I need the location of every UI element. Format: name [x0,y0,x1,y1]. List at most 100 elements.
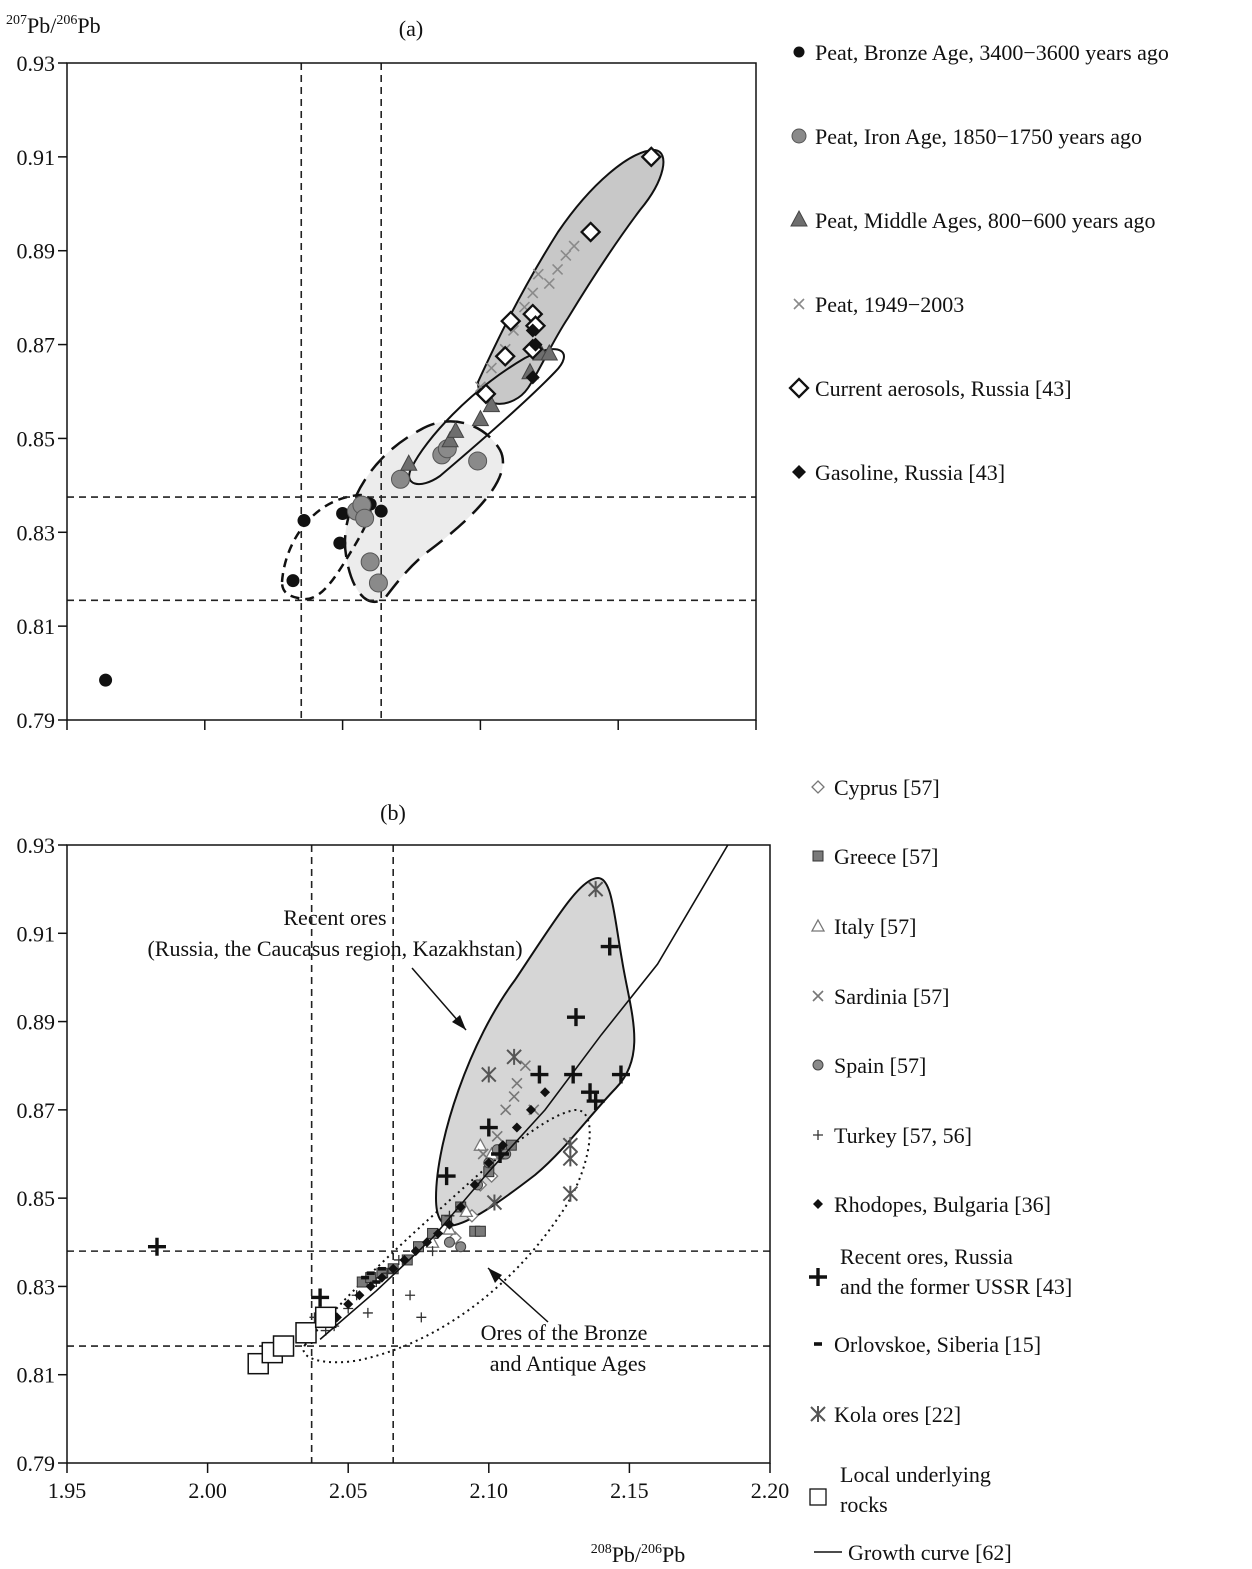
b-y-tick-label-7: 0.79 [17,1451,56,1476]
b-y-tick-label-4: 0.85 [17,1186,56,1211]
b-legend-marker-9 [810,1406,826,1422]
b-legend-marker-1 [812,850,824,862]
annotation-recent-ores-line2: (Russia, the Caucasus region, Kazakhstan… [147,936,522,961]
panel-b-label: (b) [380,800,406,825]
b-legend-item-orlovskoe-siberia-15: Orlovskoe, Siberia [15] [814,1332,1041,1357]
b-x-tick-label-4: 2.15 [610,1478,649,1503]
b-legend-label-10: Local underlying rocks [840,1462,991,1517]
a-gasoline-russia-43-point-2 [528,337,543,352]
a-peat-iron-age-1850-1750-years-ago-point-8 [355,508,375,528]
a-legend-marker-2 [790,209,808,227]
b-rhodopes-bulgaria-36-point-1 [343,1299,354,1310]
b-rhodopes-bulgaria-36-point-11 [455,1201,466,1212]
b-spain-57-point-0 [443,1236,455,1248]
panel-a-plot-frame [66,62,757,721]
b-legend-marker-2 [810,918,826,932]
a-legend-label-0: Peat, Bronze Age, 3400−3600 years ago [815,40,1169,65]
b-sardinia-57-point-1 [491,1130,503,1142]
panel-b-legend: Cyprus [57] Greece [57] Italy [57] Sardinia… [809,775,1072,1565]
a-legend-marker-4 [788,377,810,399]
b-recent-ores-russia-and-the-former-ussr-43-point-9 [586,1092,605,1111]
b-legend-label-5: Turkey [57, 56] [834,1123,972,1148]
b-recent-ores-russia-and-the-former-ussr-43-point-3 [479,1118,498,1137]
a-legend-marker-0 [793,46,805,58]
b-legend-marker-6 [813,1199,823,1209]
a-peat-iron-age-1850-1750-years-ago-point-1 [368,573,388,593]
b-x-tick-label-1: 2.00 [188,1478,227,1503]
b-y-tick-label-5: 0.83 [17,1274,56,1299]
b-legend-marker-0 [811,780,825,794]
panel-a-hull-light [343,420,505,604]
a-peat-middle-ages-800-600-years-ago-point-0 [399,454,418,471]
b-legend-label-3: Sardinia [57] [834,984,949,1009]
b-legend-item-rhodopes-bulgaria-36: Rhodopes, Bulgaria [36] [813,1192,1051,1217]
a-peat-1949-2003-point-6 [532,268,544,280]
a-legend-item-peat-bronze-age-3400-3600-years-ago: Peat, Bronze Age, 3400−3600 years ago [793,40,1169,65]
b-kola-ores-22-point-6 [587,881,604,898]
b-legend-marker-5 [813,1130,823,1140]
b-legend-marker-8 [814,1342,822,1346]
b-rhodopes-bulgaria-36-point-12 [469,1179,480,1190]
a-legend-item-current-aerosols-russia-43: Current aerosols, Russia [43] [788,376,1072,401]
b-turkey-57-56-point-7 [382,1268,393,1279]
annotation-bronze-antique-line1: Ores of the Bronze [481,1320,648,1345]
panel-b-ticks: 0.93 0.91 0.89 0.87 0.85 0.83 0.81 0.791.95 2.00… [17,833,790,1503]
b-local-underlying-rocks-point-3 [295,1322,317,1344]
b-y-tick-label-6: 0.81 [17,1363,56,1388]
panel-a-label: (a) [399,16,423,41]
b-recent-ores-russia-and-the-former-ussr-43-point-7 [566,1008,585,1027]
b-turkey-57-56-point-11 [427,1246,438,1257]
b-x-tick-label-2: 2.05 [329,1478,368,1503]
b-recent-ores-russia-and-the-former-ussr-43-point-11 [611,1065,630,1084]
a-y-tick-label-7: 0.79 [17,708,56,733]
a-current-aerosols-russia-43-point-5 [475,383,497,405]
b-legend-item-cyprus-57: Cyprus [57] [811,775,940,800]
b-orlovskoe-siberia-15-point-2 [372,1280,381,1284]
b-legend-label-7: Recent ores, Russia and the former USSR [… [840,1244,1072,1299]
a-current-aerosols-russia-43-point-7 [640,146,662,168]
b-rhodopes-bulgaria-36-point-7 [410,1246,421,1257]
b-legend-item-kola-ores-22: Kola ores [22] [810,1402,961,1427]
a-y-tick-label-4: 0.85 [17,426,56,451]
panel-a: (a) 207Pb/206Pb 0.93 0.91 0.89 0.87 0.85 0.83… [6,13,757,733]
b-kola-ores-22-point-3 [562,1185,579,1202]
a-legend-marker-3 [793,298,805,310]
b-kola-ores-22-point-1 [486,1194,503,1211]
a-gasoline-russia-43-point-0 [525,323,540,338]
b-recent-ores-russia-and-the-former-ussr-43-point-2 [437,1167,456,1186]
b-y-tick-label-2: 0.89 [17,1010,56,1035]
a-current-aerosols-russia-43-point-0 [494,345,516,367]
panel-b-plot-frame [66,844,771,1464]
a-y-tick-label-1: 0.91 [17,145,56,170]
b-orlovskoe-siberia-15-point-0 [361,1275,370,1280]
a-legend-item-gasoline-russia-43: Gasoline, Russia [43] [792,460,1005,485]
b-x-tick-label-3: 2.10 [470,1478,509,1503]
a-y-tick-label-6: 0.81 [17,614,56,639]
b-spain-57-point-1 [455,1241,467,1253]
b-sardinia-57-point-5 [519,1060,531,1072]
annotation-bronze-antique-line2: and Antique Ages [490,1351,646,1376]
b-legend-item-italy-57: Italy [57] [810,914,916,939]
b-sardinia-57-point-3 [508,1091,520,1103]
a-legend-label-2: Peat, Middle Ages, 800−600 years ago [815,208,1156,233]
panel-a-hull-bronze [280,493,373,601]
panel-a-ticks: 0.93 0.91 0.89 0.87 0.85 0.83 0.81 0.79 [17,51,757,733]
panel-a-hull-dark [476,148,665,405]
a-gasoline-russia-43-point-1 [525,370,540,385]
b-rhodopes-bulgaria-36-point-3 [365,1281,376,1292]
a-legend-item-peat-1949-2003: Peat, 1949−2003 [793,292,964,317]
b-legend-label-8: Orlovskoe, Siberia [15] [834,1332,1041,1357]
panel-b-hull-recent-ores [434,876,636,1227]
panel-b: (b) 0.93 0.91 0.89 0.87 0.85 0.83 0.81 0.791.95… [17,800,790,1567]
b-growth-curve-62-line [319,845,729,1341]
b-legend-item-local-underlying-rocks: Local underlying rocks [809,1462,991,1517]
a-legend-marker-1 [791,128,807,144]
panel-a-data-marks [99,146,662,687]
b-legend-label-0: Cyprus [57] [834,775,940,800]
a-legend-marker-5 [792,465,806,479]
a-peat-iron-age-1850-1750-years-ago-point-3 [360,552,380,572]
b-y-tick-label-1: 0.91 [17,921,56,946]
b-local-underlying-rocks-point-2 [272,1335,295,1357]
annotation-recent-ores-line1: Recent ores [283,905,386,930]
